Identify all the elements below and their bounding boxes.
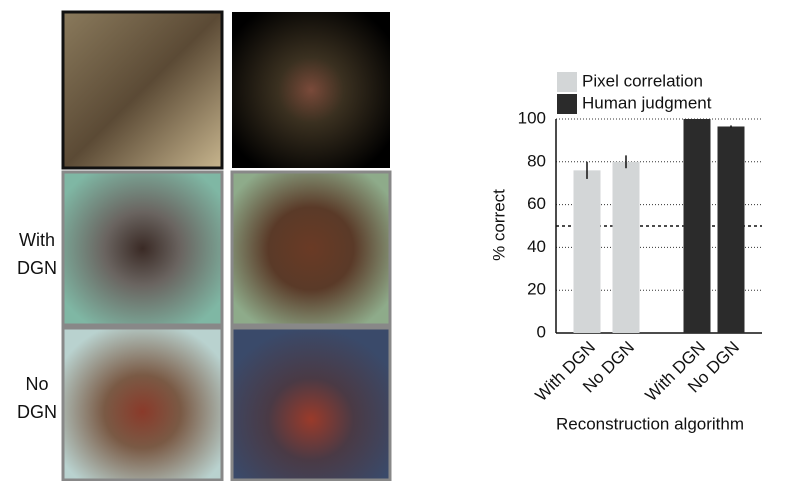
owl-image xyxy=(63,12,222,168)
figure: % correct Reconstruction algorithm 0 20 40… xyxy=(0,0,788,481)
bar xyxy=(613,162,640,333)
owl-dgn-image xyxy=(63,172,222,325)
x-tick-label: With DGN xyxy=(531,338,599,406)
row-label: With DGN xyxy=(8,226,66,282)
y-tick-label: 40 xyxy=(527,237,546,256)
window-nodgn-image xyxy=(232,328,390,480)
bar xyxy=(684,119,711,333)
legend-label: Pixel correlation xyxy=(582,71,703,90)
legend-swatch xyxy=(557,72,577,92)
bar xyxy=(574,170,601,333)
owl-nodgn-image xyxy=(63,328,222,480)
y-tick-label: 60 xyxy=(527,194,546,213)
canvas: % correct Reconstruction algorithm 0 20 40… xyxy=(0,0,788,481)
legend-swatch xyxy=(557,94,577,114)
y-tick-label: 100 xyxy=(518,108,546,127)
y-axis-label: % correct xyxy=(489,189,508,261)
row-label: No DGN xyxy=(8,370,66,426)
bar xyxy=(718,126,745,333)
window-dgn-image xyxy=(232,172,390,325)
y-tick-label: 0 xyxy=(537,322,546,341)
y-tick-label: 80 xyxy=(527,151,546,170)
legend-label: Human judgment xyxy=(582,93,712,112)
window-image xyxy=(232,12,390,168)
x-axis-label: Reconstruction algorithm xyxy=(556,414,744,433)
y-tick-label: 20 xyxy=(527,280,546,299)
